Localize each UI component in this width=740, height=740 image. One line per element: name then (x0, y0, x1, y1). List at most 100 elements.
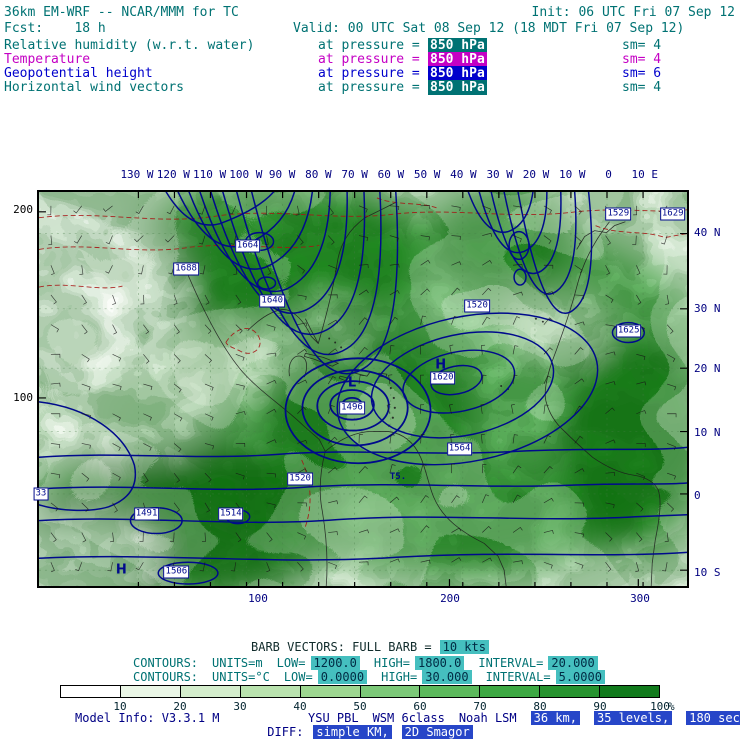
contour-high-value: 30.000 (422, 670, 472, 684)
top-tick-label: 0 (605, 168, 612, 181)
field-pressure-label: at pressure = (318, 80, 420, 95)
colorbar-tick-label: 40 (293, 700, 307, 713)
colorbar-unit-label: % (668, 700, 675, 713)
colorbar-tick-label: 30 (233, 700, 247, 713)
colorbar-tick-label: 100 (650, 700, 670, 713)
right-tick-label: 10 S (694, 566, 721, 579)
top-tick-label: 30 W (486, 168, 513, 181)
colorbar-segment (61, 686, 121, 697)
right-tick-label: 10 N (694, 426, 721, 439)
model-config-item: 180 sec (686, 711, 740, 725)
top-tick-label: 90 W (268, 168, 296, 181)
top-tick-label: 120 W (156, 168, 190, 181)
contour-low-label: LOW= (283, 670, 313, 684)
coastlines-layer (187, 201, 661, 586)
plot-title: 36km EM-WRF -- NCAR/MMM for TC (4, 5, 239, 20)
colorbar-segment (420, 686, 481, 697)
contour-high-value: 1800.0 (415, 656, 465, 670)
map-plot (39, 192, 687, 586)
field-label: Horizontal wind vectors (4, 80, 185, 95)
colorbar-tick-label: 90 (593, 700, 607, 713)
model-config-item: YSU PBL (308, 711, 359, 725)
top-tick-label: 10 W (558, 168, 586, 181)
bottom-tick-label: 200 (440, 592, 460, 605)
contour-legend-units: UNITS=°C (212, 670, 270, 684)
model-config-item: 35 levels, (593, 711, 673, 725)
barb-legend-value: 10 kts (439, 640, 489, 654)
field-smoothing: sm= 4 (622, 80, 662, 95)
field-pressure-label: at pressure = (318, 52, 420, 67)
colorbar-segment (240, 686, 301, 697)
colorbar-tick-label: 70 (473, 700, 487, 713)
model-config-item: 36 km, (530, 711, 580, 725)
barb-vector-legend: BARB VECTORS: FULL BARB = 10 kts (0, 640, 740, 654)
top-tick-label: 20 W (522, 168, 550, 181)
colorbar-segment (120, 686, 181, 697)
humidity-colorbar (60, 685, 660, 698)
top-tick-label: 60 W (377, 168, 405, 181)
right-tick-label: 30 N (694, 302, 721, 315)
colorbar-tick-label: 60 (413, 700, 427, 713)
field-label: Temperature (4, 52, 91, 67)
diff-label: DIFF: (267, 725, 304, 739)
model-config-item: Noah LSM (458, 711, 517, 725)
colorbar-tick-label: 10 (113, 700, 127, 713)
wind-barbs-layer (47, 205, 677, 573)
field-label: Geopotential height (4, 66, 153, 81)
valid-time: Valid: 00 UTC Sat 08 Sep 12 (18 MDT Fri … (293, 21, 685, 36)
contour-high-label: HIGH= (381, 670, 418, 684)
colorbar-segment (180, 686, 241, 697)
contour-low-label: LOW= (276, 656, 306, 670)
right-tick-label: 40 N (694, 226, 721, 239)
field-level-value: 850 hPa (428, 52, 487, 67)
colorbar-segment (540, 686, 601, 697)
diff-config-item: simple KM, (313, 725, 392, 739)
right-tick-label: 20 N (694, 362, 721, 375)
colorbar-segment (300, 686, 361, 697)
field-smoothing: sm= 6 (622, 66, 662, 81)
height-contours-layer (39, 192, 687, 585)
model-config-items: YSU PBL WSM 6class Noah LSM 36 km, 35 levels… (308, 711, 740, 725)
model-diffusion-line: DIFF: simple KM, 2D Smagor (0, 725, 740, 739)
forecast-hour: Fcst: 18 h (4, 21, 106, 36)
colorbar-segment (360, 686, 421, 697)
init-time: Init: 06 UTC Fri 07 Sep 12 (531, 5, 736, 20)
contour-interval-value: 5.0000 (555, 670, 605, 684)
contour-interval-value: 20.000 (548, 656, 598, 670)
temperature-contours-layer (39, 197, 687, 527)
contour-low-value: 0.0000 (317, 670, 368, 684)
bottom-tick-label: 100 (248, 592, 268, 605)
top-tick-label: 110 W (192, 168, 227, 181)
frame-tick-marks (39, 192, 687, 586)
field-level-value: 850 hPa (428, 66, 487, 81)
contour-legend-prefix: CONTOURS: (133, 670, 199, 684)
contour-interval-label: INTERVAL= (485, 670, 551, 684)
top-tick-label: 130 W (120, 168, 154, 181)
top-tick-label: 70 W (341, 168, 368, 181)
diff-config-item: 2D Smagor (401, 725, 473, 739)
field-level-value: 850 hPa (428, 38, 487, 53)
left-tick-label: 200 (13, 203, 33, 216)
contour-legend-prefix: CONTOURS: (133, 656, 199, 670)
top-tick-label: 40 W (450, 168, 477, 181)
contour-low-value: 1200.0 (310, 656, 360, 670)
left-tick-label: 100 (13, 391, 33, 404)
field-smoothing: sm= 4 (622, 52, 662, 67)
top-tick-label: 50 W (413, 168, 441, 181)
temperature-contour-legend: CONTOURS: UNITS=°C LOW= 0.0000 HIGH= 30.00… (133, 670, 605, 684)
contour-high-label: HIGH= (373, 656, 410, 670)
contour-interval-label: INTERVAL= (478, 656, 544, 670)
colorbar-tick-label: 20 (173, 700, 187, 713)
colorbar-segment (480, 686, 541, 697)
top-tick-label: 10 E (631, 168, 659, 181)
field-pressure-label: at pressure = (318, 66, 420, 81)
field-pressure-label: at pressure = (318, 38, 420, 53)
contour-legend-units: UNITS=m (212, 656, 263, 670)
field-smoothing: sm= 4 (622, 38, 662, 53)
model-config-item: WSM 6class (372, 711, 445, 725)
height-contour-legend: CONTOURS: UNITS=m LOW= 1200.0 HIGH= 1800.0… (133, 656, 598, 670)
colorbar-tick-label: 50 (353, 700, 367, 713)
field-label: Relative humidity (w.r.t. water) (4, 38, 255, 53)
barb-legend-label: BARB VECTORS: FULL BARB = (251, 640, 432, 654)
